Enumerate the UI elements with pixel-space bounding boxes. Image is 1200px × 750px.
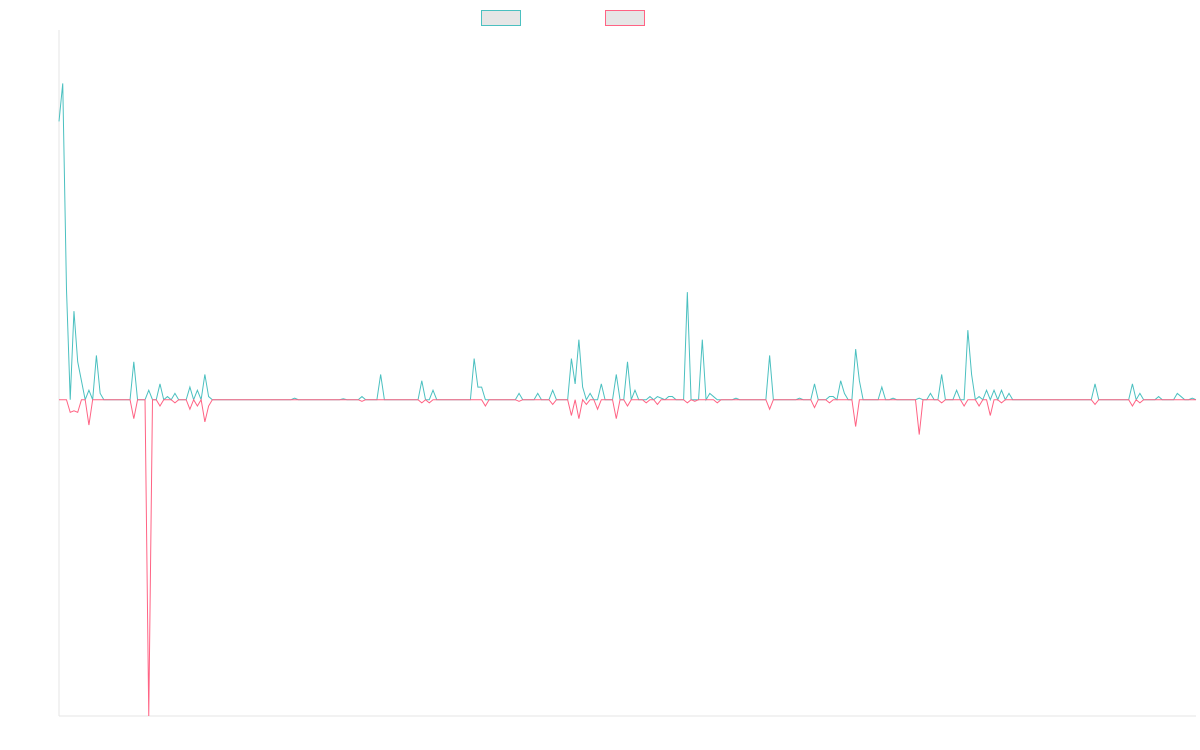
- legend-swatch-1[interactable]: [481, 10, 521, 26]
- series-line-2: [59, 398, 1196, 717]
- legend: [481, 10, 645, 26]
- legend-swatch-2[interactable]: [605, 10, 645, 26]
- series-line-1: [58, 83, 1197, 402]
- axes: [58, 30, 1196, 717]
- plot-area: [58, 83, 1197, 717]
